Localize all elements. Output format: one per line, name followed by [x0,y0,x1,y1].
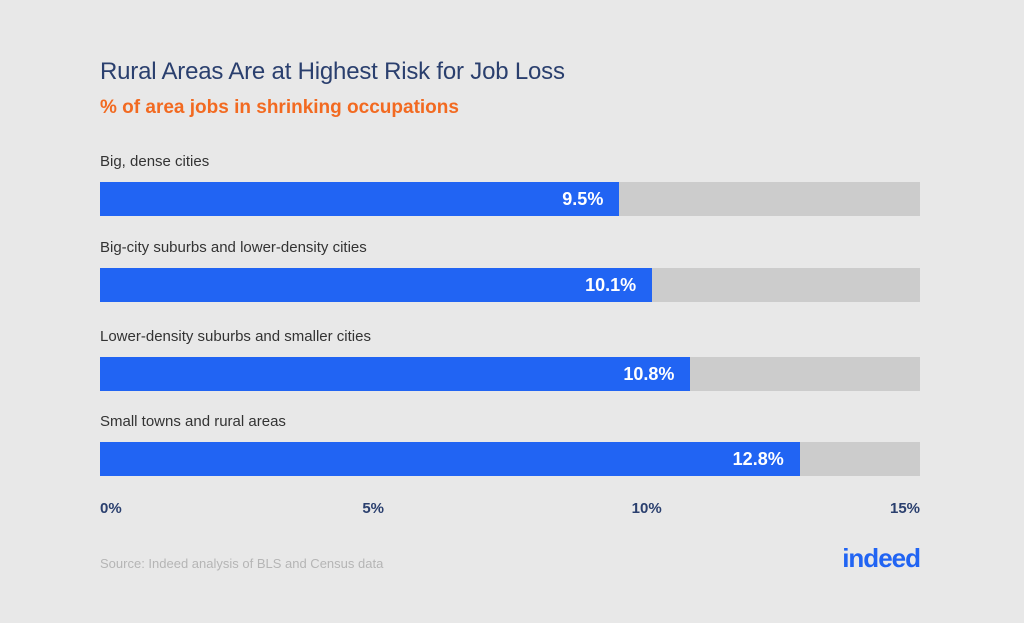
bar-track: 10.1% [100,268,920,302]
category-label: Small towns and rural areas [100,413,286,430]
category-label: Big, dense cities [100,153,210,170]
chart-subtitle: % of area jobs in shrinking occupations [100,97,459,118]
bar-value-label: 9.5% [562,189,604,209]
bar [100,268,653,302]
chart-title: Rural Areas Are at Highest Risk for Job … [100,58,565,85]
bar-value-label: 10.8% [623,364,675,384]
category-label: Big-city suburbs and lower-density citie… [100,239,367,256]
x-tick-label: 15% [890,500,921,517]
indeed-logo: indeed [842,543,921,573]
bar [100,182,620,216]
bar [100,357,691,391]
source-note: Source: Indeed analysis of BLS and Censu… [100,556,384,571]
bar-value-label: 10.1% [585,275,637,295]
category-label: Lower-density suburbs and smaller cities [100,328,371,345]
bar-track: 10.8% [100,357,920,391]
x-tick-label: 5% [362,500,385,517]
bar [100,442,800,476]
bar-track: 9.5% [100,182,920,216]
bar-track: 12.8% [100,442,920,476]
x-tick-label: 10% [631,500,662,517]
x-tick-label: 0% [100,500,122,517]
bar-value-label: 12.8% [732,449,784,469]
